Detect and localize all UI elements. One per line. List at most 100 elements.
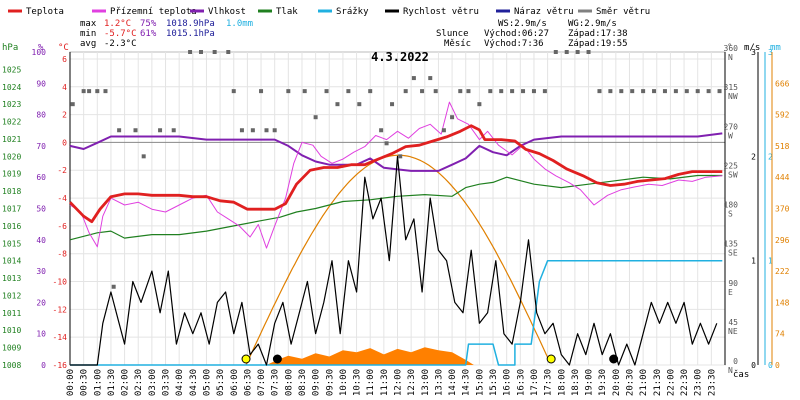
- x-tick-label: 11:30: [380, 369, 390, 396]
- wind-direction-point: [324, 89, 329, 94]
- sun-tick-label: 148: [775, 298, 790, 307]
- dir-cardinal-label: N: [728, 53, 733, 62]
- legend-label: Teplota: [26, 7, 64, 17]
- x-tick-label: 14:00: [448, 369, 458, 396]
- ms-tick-label: 2: [751, 152, 756, 161]
- stats-label: avg: [80, 39, 96, 49]
- dir-cardinal-label: NW: [728, 92, 738, 101]
- sun-radiation-line: [245, 154, 550, 366]
- wind-direction-point: [458, 89, 463, 94]
- wind-direction-point: [264, 128, 269, 133]
- x-tick-label: 22:00: [666, 369, 676, 396]
- humidity-line: [69, 132, 723, 172]
- wind-direction-point: [428, 76, 433, 81]
- wind-direction-point: [335, 102, 340, 107]
- wind-speed-info: WS:2.9m/s: [498, 19, 547, 29]
- x-tick-label: 03:30: [162, 369, 172, 396]
- x-tick-label: 05:30: [216, 369, 226, 396]
- stats-temp: -5.7°C: [104, 29, 137, 39]
- pct-tick-label: 60: [36, 173, 46, 182]
- x-tick-label: 03:00: [148, 369, 158, 396]
- dir-tick-label: 0: [733, 357, 738, 366]
- wind-direction-point: [199, 50, 203, 54]
- sun-tick-label: 518: [775, 142, 790, 151]
- wind-direction-point: [239, 128, 244, 133]
- dir-tick-label: 270: [724, 122, 739, 131]
- sun-tick-label: 370: [775, 205, 790, 214]
- temp-tick-label: -12: [53, 305, 68, 314]
- x-tick-label: 01:00: [93, 369, 103, 396]
- hpa-tick-label: 1011: [2, 309, 21, 318]
- x-tick-label: 13:30: [434, 369, 444, 396]
- hpa-tick-label: 1024: [2, 83, 21, 92]
- wind-direction-point: [420, 89, 425, 94]
- temp-tick-label: -10: [53, 278, 68, 287]
- x-tick-label: 20:00: [612, 369, 622, 396]
- x-tick-label: 19:30: [598, 369, 608, 396]
- legend-label: Vlhkost: [208, 7, 246, 17]
- hpa-tick-label: 1015: [2, 239, 21, 248]
- sunrise-info: Východ:06:27: [484, 29, 549, 39]
- wind-direction-point: [368, 89, 373, 94]
- wind-direction-point: [586, 50, 591, 54]
- stats-temp: -2.3°C: [104, 39, 137, 49]
- wind-direction-point: [564, 50, 569, 54]
- wind-direction-point: [141, 154, 146, 159]
- sun-tick-label: 592: [775, 111, 790, 120]
- x-tick-label: 15:00: [475, 369, 485, 396]
- sun-tick-label: 296: [775, 236, 790, 245]
- x-tick-label: 21:30: [653, 369, 663, 396]
- wind-direction-point: [250, 128, 255, 133]
- stats-pressure: 1015.1hPa: [166, 29, 215, 39]
- x-tick-label: 23:00: [694, 369, 704, 396]
- wind-direction-point: [662, 89, 667, 94]
- hpa-tick-label: 1009: [2, 344, 21, 353]
- wind-direction-point: [450, 115, 455, 120]
- wind-direction-point: [259, 89, 264, 94]
- wind-direction-point: [95, 89, 100, 94]
- hpa-tick-label: 1020: [2, 152, 21, 161]
- wind-direction-point: [226, 50, 231, 54]
- mm-tick-label: 0: [768, 361, 773, 370]
- stats-rain: 1.0mm: [226, 19, 253, 29]
- temp-tick-label: 2: [62, 111, 67, 120]
- x-tick-label: 00:30: [80, 369, 90, 396]
- mm-unit: mm: [770, 43, 781, 53]
- chart-title: 4.3.2022: [371, 50, 429, 64]
- wind-direction-point: [684, 89, 689, 94]
- wind-direction-point: [542, 89, 547, 94]
- x-tick-label: 12:00: [394, 369, 404, 396]
- x-tick-label: 06:00: [230, 369, 240, 396]
- sunset-info: Západ:17:38: [568, 29, 628, 39]
- wind-direction-point: [641, 89, 646, 94]
- stats-label: max: [80, 19, 97, 29]
- hpa-tick-label: 1014: [2, 257, 21, 266]
- wind-direction-point: [706, 89, 711, 94]
- sunrise-marker: [241, 354, 251, 364]
- wind-direction-point: [70, 102, 75, 107]
- hpa-tick-label: 1025: [2, 65, 21, 74]
- ms-tick-label: 0: [751, 361, 756, 370]
- legend-label: Směr větru: [596, 7, 650, 17]
- hpa-tick-label: 1018: [2, 187, 21, 196]
- dir-tick-label: 45: [728, 318, 738, 327]
- x-tick-label: 01:30: [107, 369, 117, 396]
- temp-tick-label: -2: [57, 166, 67, 175]
- wind-direction-point: [411, 76, 416, 81]
- wind-direction-point: [488, 89, 493, 94]
- stats-pressure: 1018.9hPa: [166, 19, 215, 29]
- wind-direction-point: [499, 89, 504, 94]
- pct-tick-label: 10: [36, 330, 46, 339]
- x-tick-label: 14:30: [462, 369, 472, 396]
- temp-tick-label: 4: [62, 83, 67, 92]
- moonrise-info: Východ:7:36: [484, 39, 544, 49]
- temp-tick-label: -4: [57, 194, 67, 203]
- x-tick-label: 19:00: [585, 369, 595, 396]
- dir-tick-label: 360: [724, 44, 739, 53]
- legend-label: Tlak: [276, 7, 298, 17]
- wind-direction-point: [553, 50, 558, 54]
- wind-direction-point: [231, 89, 236, 94]
- mm-tick-label: 3: [768, 48, 773, 57]
- wind-direction-point: [630, 89, 635, 94]
